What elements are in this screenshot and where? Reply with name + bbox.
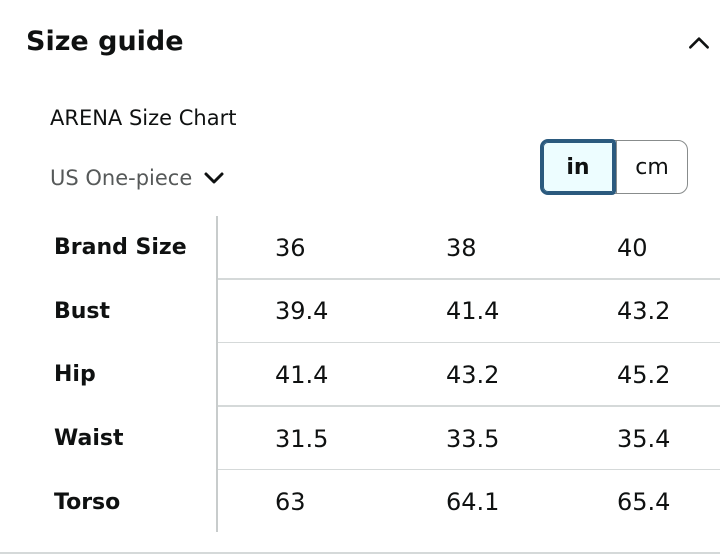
table-cell: 35.4 <box>617 424 671 453</box>
chevron-up-icon[interactable] <box>686 30 712 56</box>
table-cell: 43.2 <box>617 297 671 326</box>
table-cell: 63 <box>275 488 306 517</box>
row-divider <box>218 405 720 407</box>
table-cell: 43.2 <box>446 360 500 389</box>
table-cell: 31.5 <box>275 424 329 453</box>
unit-option-in[interactable]: in <box>540 139 616 195</box>
size-table: Brand Size 36 38 40 Bust 39.4 41.4 43.2 … <box>0 216 720 534</box>
row-label: Torso <box>54 489 121 515</box>
unit-toggle: in cm <box>540 139 688 195</box>
table-cell: 39.4 <box>275 297 329 326</box>
fit-type-selected: US One-piece <box>50 166 193 190</box>
row-divider <box>218 341 720 344</box>
table-row-waist: Waist 31.5 33.5 35.4 <box>0 407 720 471</box>
table-row-torso: Torso 63 64.1 65.4 <box>0 470 720 534</box>
fit-type-dropdown[interactable]: US One-piece <box>50 162 226 194</box>
table-cell: 38 <box>446 233 477 262</box>
table-cell: 41.4 <box>446 297 500 326</box>
section-divider <box>0 552 720 554</box>
table-row-hip: Hip 41.4 43.2 45.2 <box>0 343 720 407</box>
table-cell: 33.5 <box>446 424 500 453</box>
unit-option-cm[interactable]: cm <box>616 141 687 193</box>
row-label: Waist <box>54 426 124 452</box>
page-title: Size guide <box>26 26 184 57</box>
table-row-bust: Bust 39.4 41.4 43.2 <box>0 280 720 344</box>
table-row-brand-size: Brand Size 36 38 40 <box>0 216 720 280</box>
table-cell: 40 <box>617 233 648 262</box>
row-label: Brand Size <box>54 235 187 261</box>
table-cell: 64.1 <box>446 488 500 517</box>
row-label: Hip <box>54 362 96 388</box>
row-label: Bust <box>54 298 111 324</box>
table-cell: 36 <box>275 233 306 262</box>
column-divider <box>216 216 218 532</box>
table-cell: 45.2 <box>617 360 671 389</box>
table-cell: 65.4 <box>617 488 671 517</box>
row-divider <box>218 278 720 280</box>
size-guide-header[interactable]: Size guide <box>0 0 720 90</box>
table-cell: 41.4 <box>275 360 329 389</box>
chevron-down-icon <box>204 172 224 184</box>
size-chart-name: ARENA Size Chart <box>50 106 237 130</box>
row-divider <box>218 468 720 471</box>
